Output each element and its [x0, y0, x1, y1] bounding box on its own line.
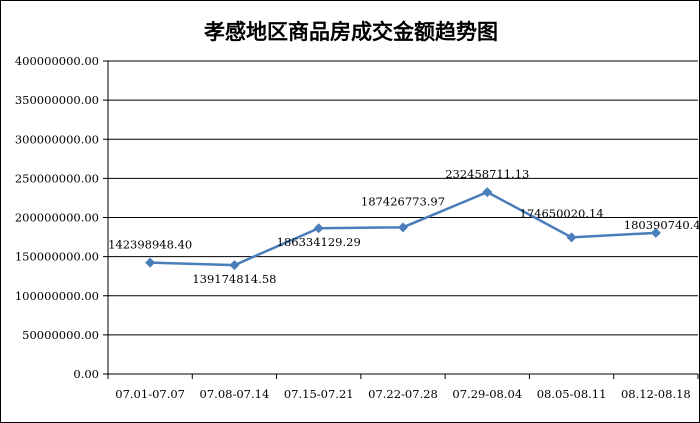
data-label: 186334129.29	[277, 235, 361, 249]
data-label: 232458711.13	[445, 167, 529, 181]
y-tick-label: 400000000.00	[15, 54, 99, 68]
data-label: 139174814.58	[192, 272, 276, 286]
x-tick-label: 08.12-08.18	[621, 387, 691, 401]
data-point	[313, 223, 324, 234]
data-point	[482, 187, 493, 198]
x-tick-label: 07.22-07.28	[368, 387, 438, 401]
data-point	[145, 257, 156, 268]
x-tick-label: 07.15-07.21	[284, 387, 354, 401]
y-tick-label: 50000000.00	[22, 328, 99, 342]
y-tick-label: 100000000.00	[15, 289, 99, 303]
chart-title: 孝感地区商品房成交金额趋势图	[204, 19, 498, 44]
data-point	[398, 222, 408, 233]
y-tick-label: 150000000.00	[15, 250, 99, 264]
y-tick-label: 350000000.00	[15, 93, 99, 107]
data-point	[566, 232, 577, 243]
data-label: 180390740.46	[624, 218, 700, 232]
data-label: 142398948.40	[108, 238, 192, 252]
data-label: 187426773.97	[361, 194, 445, 208]
x-tick-label: 07.08-07.14	[200, 387, 270, 401]
y-tick-label: 200000000.00	[15, 211, 99, 225]
data-point	[650, 227, 661, 238]
x-tick-label: 07.01-07.07	[115, 387, 185, 401]
y-tick-label: 0.00	[73, 367, 99, 381]
data-point	[229, 260, 240, 271]
y-tick-label: 300000000.00	[15, 132, 99, 146]
data-label: 174650020.14	[520, 206, 604, 220]
x-tick-label: 07.29-08.04	[452, 387, 522, 401]
y-tick-label: 250000000.00	[15, 171, 99, 185]
x-tick-label: 08.05-08.11	[537, 387, 607, 401]
